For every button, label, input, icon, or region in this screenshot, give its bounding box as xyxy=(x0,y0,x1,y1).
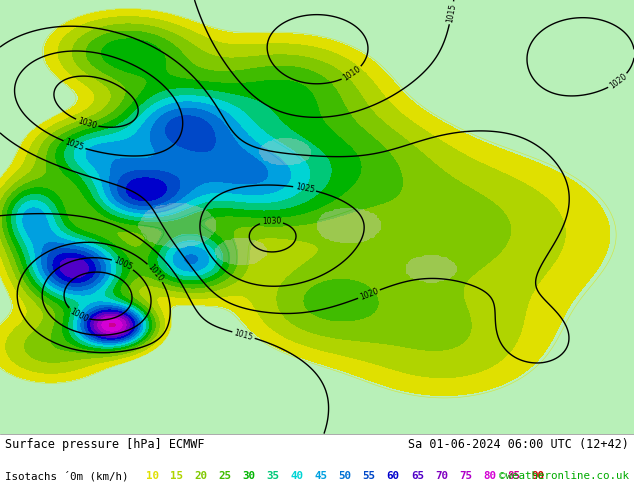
Text: 50: 50 xyxy=(339,471,352,481)
Text: 1025: 1025 xyxy=(64,138,85,152)
Text: 1010: 1010 xyxy=(146,262,165,283)
Text: 75: 75 xyxy=(459,471,472,481)
Text: 60: 60 xyxy=(387,471,400,481)
Text: Isotachs ´0m (km/h): Isotachs ´0m (km/h) xyxy=(5,471,129,481)
Text: 1030: 1030 xyxy=(262,217,281,226)
Text: 90: 90 xyxy=(531,471,545,481)
Text: 1030: 1030 xyxy=(76,116,98,131)
Text: 1015: 1015 xyxy=(233,328,254,342)
Text: Sa 01-06-2024 06:00 UTC (12+42): Sa 01-06-2024 06:00 UTC (12+42) xyxy=(408,439,629,451)
Text: 15: 15 xyxy=(170,471,183,481)
Text: 30: 30 xyxy=(242,471,256,481)
Text: 85: 85 xyxy=(507,471,521,481)
Text: 70: 70 xyxy=(435,471,448,481)
Text: 10: 10 xyxy=(146,471,159,481)
Text: 40: 40 xyxy=(290,471,304,481)
Text: 1010: 1010 xyxy=(342,65,363,83)
Text: 1005: 1005 xyxy=(112,256,134,272)
Text: 1000: 1000 xyxy=(68,307,89,323)
Text: 1020: 1020 xyxy=(607,72,628,91)
Text: 1025: 1025 xyxy=(294,182,315,195)
Text: 20: 20 xyxy=(194,471,207,481)
Text: 80: 80 xyxy=(483,471,496,481)
Text: Surface pressure [hPa] ECMWF: Surface pressure [hPa] ECMWF xyxy=(5,439,205,451)
Text: 1020: 1020 xyxy=(358,287,380,302)
Text: ©weatheronline.co.uk: ©weatheronline.co.uk xyxy=(499,471,629,481)
Text: 55: 55 xyxy=(363,471,376,481)
Text: 65: 65 xyxy=(411,471,424,481)
Text: 25: 25 xyxy=(218,471,231,481)
Text: 1015: 1015 xyxy=(446,2,458,23)
Text: 45: 45 xyxy=(314,471,328,481)
Text: 35: 35 xyxy=(266,471,280,481)
